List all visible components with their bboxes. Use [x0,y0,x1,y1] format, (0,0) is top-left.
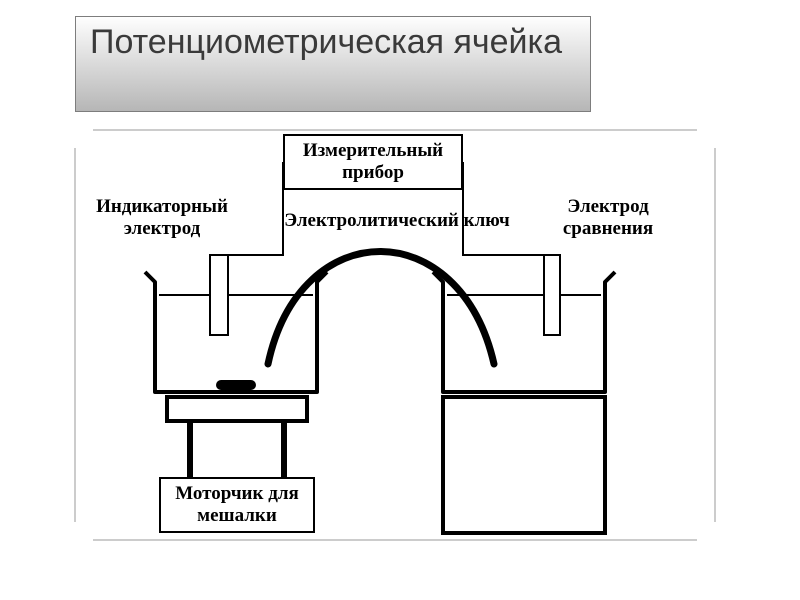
cell-diagram [0,0,800,600]
